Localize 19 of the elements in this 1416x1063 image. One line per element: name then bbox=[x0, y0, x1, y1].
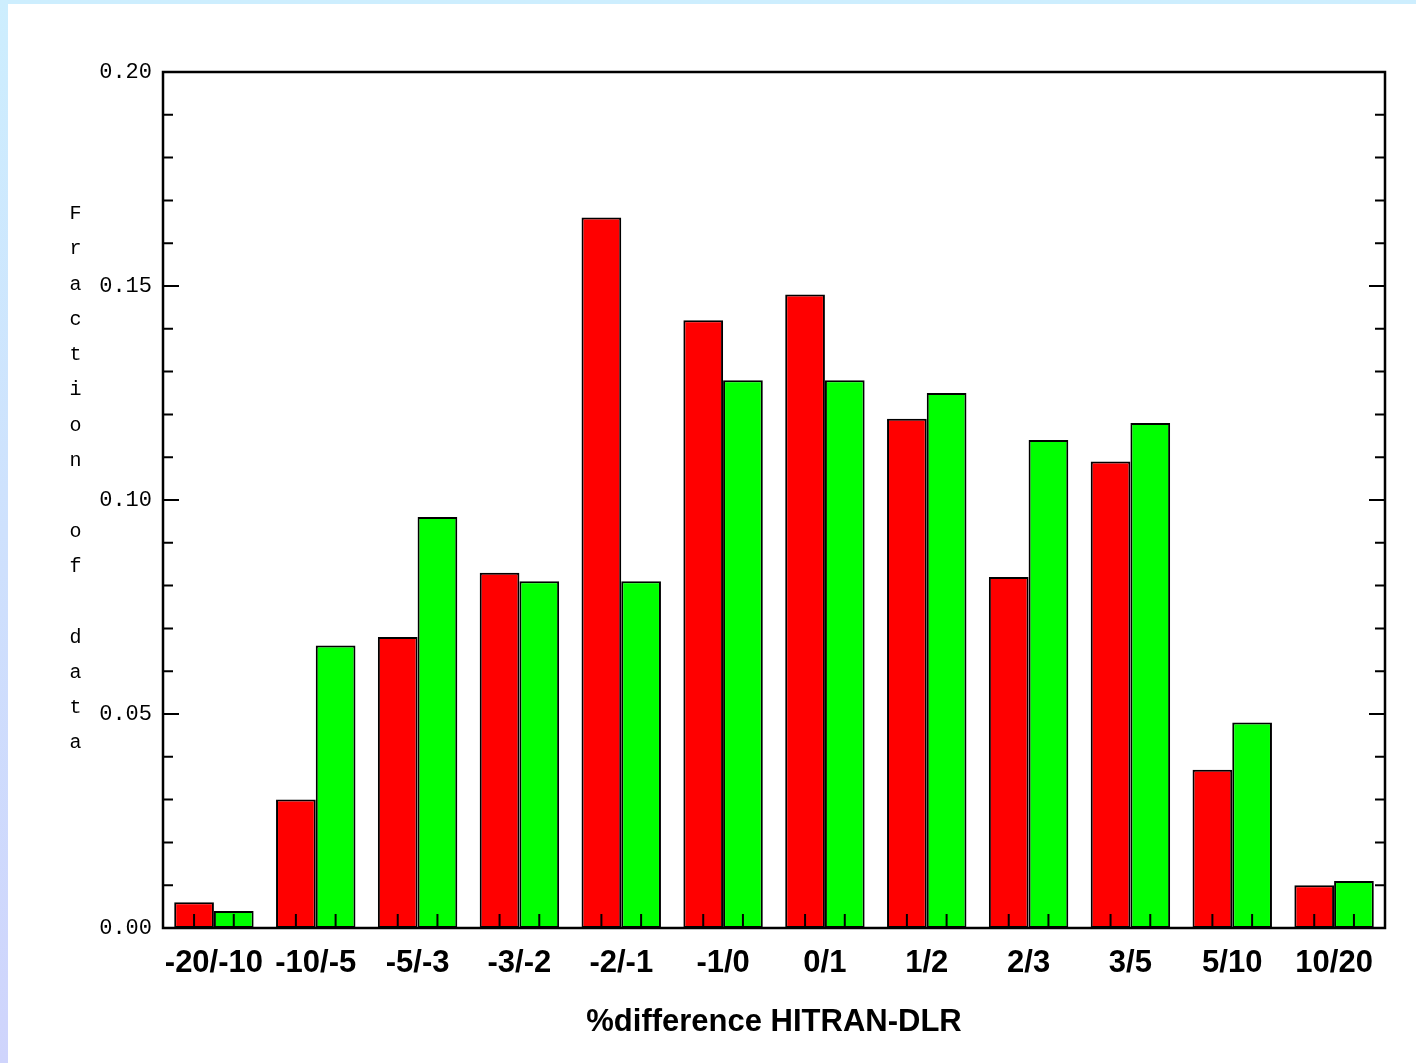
x-tick-label: 2/3 bbox=[1007, 944, 1051, 980]
x-tick-label: 5/10 bbox=[1202, 944, 1263, 980]
y-tick-label: 0.00 bbox=[99, 915, 152, 941]
x-tick-label: 10/20 bbox=[1295, 944, 1373, 980]
x-tick-label: -3/-2 bbox=[487, 944, 552, 980]
x-tick-label: 0/1 bbox=[803, 944, 847, 980]
y-tick-label: 0.20 bbox=[99, 59, 152, 85]
x-axis-title: %difference HITRAN-DLR bbox=[586, 1002, 962, 1038]
x-tick-label: -5/-3 bbox=[385, 944, 450, 980]
x-tick-label: -10/-5 bbox=[275, 944, 357, 980]
y-tick-label: 0.10 bbox=[99, 487, 152, 513]
x-tick-label: 1/2 bbox=[905, 944, 949, 980]
y-tick-label: 0.05 bbox=[99, 701, 152, 727]
x-tick-label: -1/0 bbox=[696, 944, 750, 980]
x-tick-label: -2/-1 bbox=[589, 944, 654, 980]
y-axis-title: Fraction of data bbox=[64, 202, 87, 767]
x-tick-label: -20/-10 bbox=[164, 944, 264, 980]
x-tick-label: 3/5 bbox=[1108, 944, 1152, 980]
y-tick-label: 0.15 bbox=[99, 273, 152, 299]
